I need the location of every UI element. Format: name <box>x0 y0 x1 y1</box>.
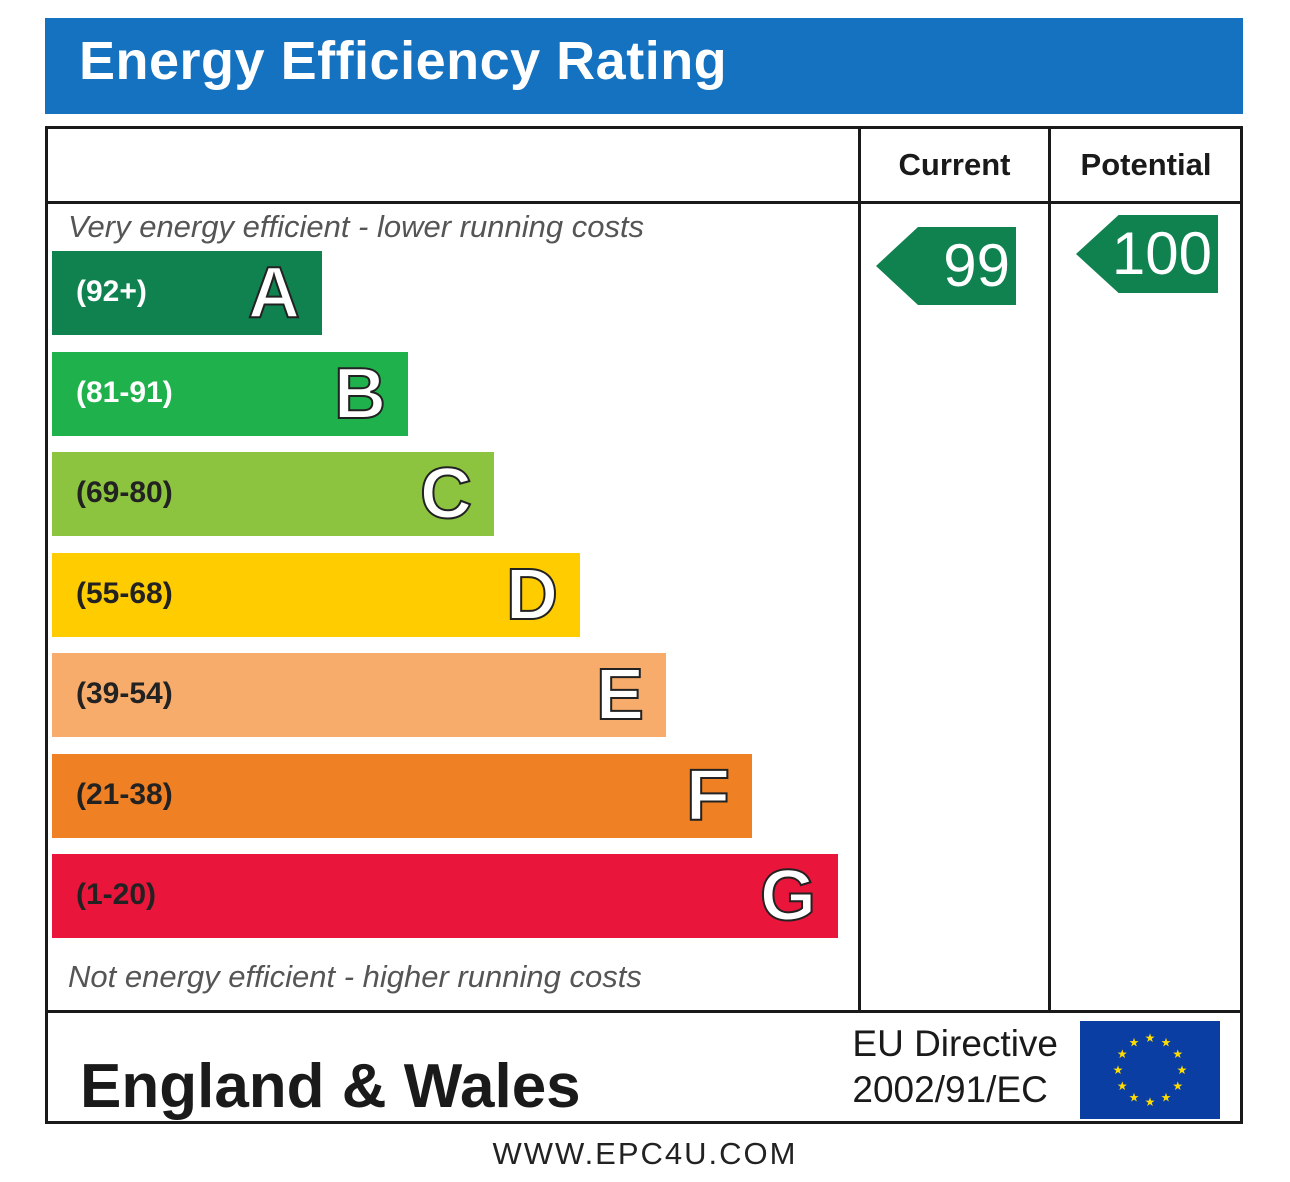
eu-star-icon: ★ <box>1161 1035 1172 1049</box>
current-rating-arrow: 99 <box>876 227 1016 305</box>
band-letter: F <box>685 755 731 836</box>
directive-line-2: 2002/91/EC <box>852 1069 1048 1110</box>
band-letter: A <box>247 253 301 333</box>
eu-star-icon: ★ <box>1145 1095 1156 1109</box>
eu-star-icon: ★ <box>1117 1047 1128 1061</box>
footer-divider <box>48 1010 1240 1013</box>
band-c: (69-80) C <box>52 452 494 536</box>
band-range-label: (69-80) <box>76 476 173 509</box>
band-range-label: (21-38) <box>76 777 173 811</box>
potential-column-header: Potential <box>1080 147 1212 182</box>
region-label: England & Wales <box>80 1052 581 1121</box>
caption-efficient: Very energy efficient - lower running co… <box>68 209 645 244</box>
band-range-label: (1-20) <box>76 878 157 911</box>
caption-inefficient: Not energy efficient - higher running co… <box>68 959 642 994</box>
rating-table: Current Potential Very energy efficient … <box>45 126 1243 1124</box>
eu-star-icon: ★ <box>1129 1091 1140 1105</box>
eu-stars: ★★★★★★★★★ ★ ★★ <box>1113 1031 1188 1109</box>
band-b: (81-91) B <box>52 351 408 436</box>
band-letter: E <box>595 655 645 735</box>
band-e: (39-54) E <box>52 653 666 737</box>
band-range-label: (39-54) <box>76 677 173 710</box>
band-range-label: (92+) <box>76 275 147 308</box>
eu-star-icon: ★ <box>1145 1031 1156 1045</box>
potential-rating-arrow: 100 <box>1076 215 1218 293</box>
eu-flag-icon: ★ ★ ★ ★ ★ ★ ★ ★ ★ ★ ★ ★ <box>1080 1021 1220 1119</box>
band-letter: G <box>759 856 817 936</box>
eu-star-icon: ★ <box>1129 1035 1140 1049</box>
band-f: (21-38) F <box>52 753 752 838</box>
directive-line-1: EU Directive <box>852 1023 1058 1064</box>
potential-rating-value: 100 <box>1111 220 1212 287</box>
eu-star-icon: ★ <box>1177 1063 1188 1077</box>
band-letter: C <box>419 454 473 534</box>
current-column-header: Current <box>898 147 1011 182</box>
band-d: (55-68) D <box>52 552 580 637</box>
header-divider <box>48 201 1240 204</box>
eu-star-icon: ★ <box>1172 1047 1183 1061</box>
eu-star-icon: ★ <box>1172 1079 1183 1093</box>
column-divider-potential <box>1048 129 1051 1013</box>
column-divider-current <box>858 129 861 1013</box>
band-range-label: (55-68) <box>76 576 173 610</box>
website-url: WWW.EPC4U.COM <box>492 1136 798 1171</box>
current-rating-value: 99 <box>943 232 1010 299</box>
band-g: (1-20) G <box>52 854 838 938</box>
band-range-label: (81-91) <box>76 375 173 409</box>
band-a: (92+) A <box>52 251 322 335</box>
band-letter: B <box>333 353 387 434</box>
band-letter: D <box>505 554 559 635</box>
eu-star-icon: ★ <box>1161 1091 1172 1105</box>
eu-directive: EU Directive 2002/91/EC <box>852 1021 1058 1113</box>
header-bar: Energy Efficiency Rating <box>45 18 1243 114</box>
chart-title: Energy Efficiency Rating <box>79 31 728 91</box>
eu-star-icon: ★ <box>1113 1063 1124 1077</box>
eu-star-icon: ★ <box>1117 1079 1128 1093</box>
